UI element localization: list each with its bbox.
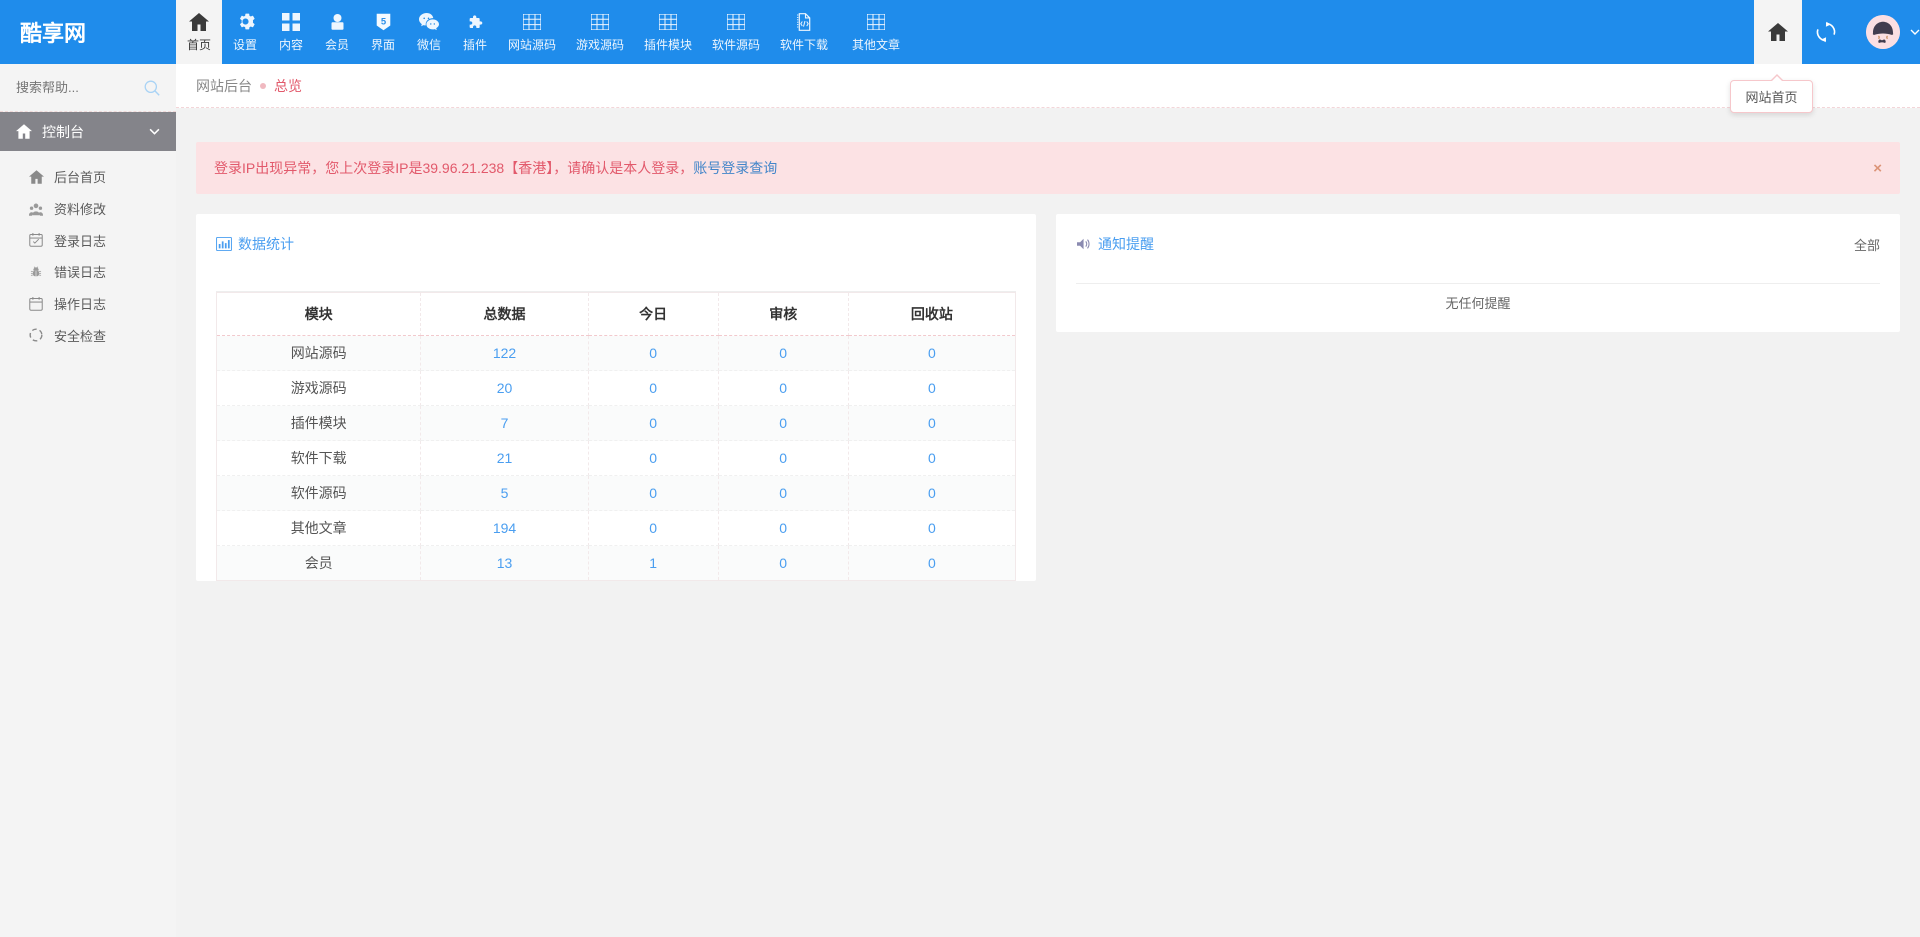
svg-text:5: 5 xyxy=(380,16,386,27)
